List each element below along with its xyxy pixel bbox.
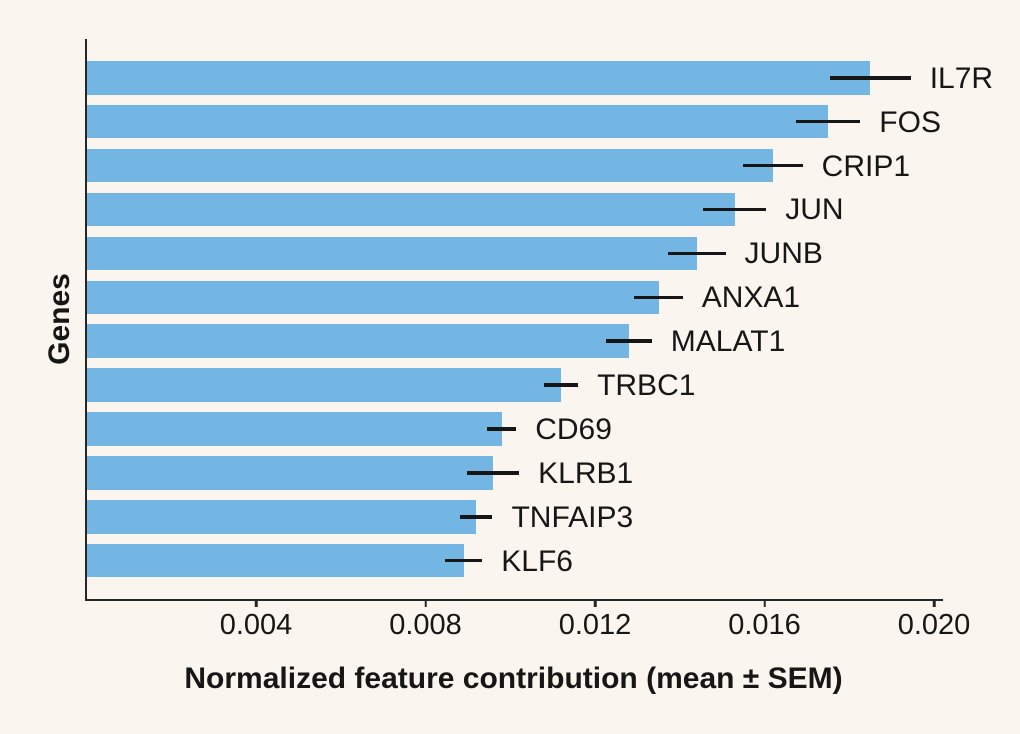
gene-label: FOS — [879, 105, 941, 139]
bar — [86, 456, 494, 490]
gene-label: MALAT1 — [670, 325, 786, 359]
x-axis-tick-label: 0.004 — [219, 609, 293, 641]
error-bar — [487, 427, 517, 431]
gene-label: CD69 — [535, 412, 612, 446]
plot-area: IL7R FOS CRIP1 JUN JUNB ANXA1 MALAT1 TRBC1 CD69 K… — [84, 39, 993, 640]
error-bar — [467, 471, 520, 475]
error-bar — [703, 207, 767, 212]
gene-label: CRIP1 — [821, 149, 911, 183]
bar — [86, 192, 735, 227]
x-axis-tick — [593, 599, 597, 607]
gene-label: TNFAIP3 — [511, 500, 634, 534]
x-axis-title: Normalized feature contribution (mean ± … — [184, 662, 843, 695]
bar — [86, 412, 502, 446]
error-bar — [445, 558, 483, 563]
bar — [86, 280, 659, 314]
x-axis-tick — [424, 599, 427, 607]
x-axis-tick-label: 0.016 — [728, 609, 801, 641]
x-axis-tick — [763, 599, 766, 607]
bar — [86, 543, 464, 578]
error-bar — [634, 295, 683, 299]
x-axis-tick-label: 0.012 — [558, 609, 632, 641]
error-bar — [460, 515, 493, 519]
bar — [86, 368, 562, 402]
error-bar — [743, 163, 803, 168]
x-axis-tick-label: 0.020 — [897, 609, 971, 641]
gene-label: KLF6 — [501, 544, 573, 578]
error-bar — [544, 383, 579, 387]
gene-label: ANXA1 — [701, 281, 801, 315]
gene-label: JUNB — [744, 237, 823, 271]
gene-label: KLRB1 — [538, 456, 634, 490]
error-bar — [667, 251, 726, 256]
bar — [86, 500, 477, 534]
bar — [86, 61, 871, 95]
x-axis-tick — [254, 599, 258, 607]
error-bar — [795, 119, 861, 124]
y-axis-title: Genes — [43, 273, 76, 365]
bar — [86, 236, 697, 271]
x-axis-tick — [932, 599, 936, 607]
x-axis-tick-label: 0.008 — [389, 609, 462, 641]
bar — [86, 324, 629, 358]
error-bar — [606, 339, 652, 343]
bar — [86, 148, 773, 183]
error-bar — [830, 76, 911, 80]
gene-label: JUN — [785, 193, 844, 227]
bar — [86, 104, 829, 139]
gene-label: TRBC1 — [597, 369, 696, 403]
gene-label: IL7R — [929, 61, 994, 95]
